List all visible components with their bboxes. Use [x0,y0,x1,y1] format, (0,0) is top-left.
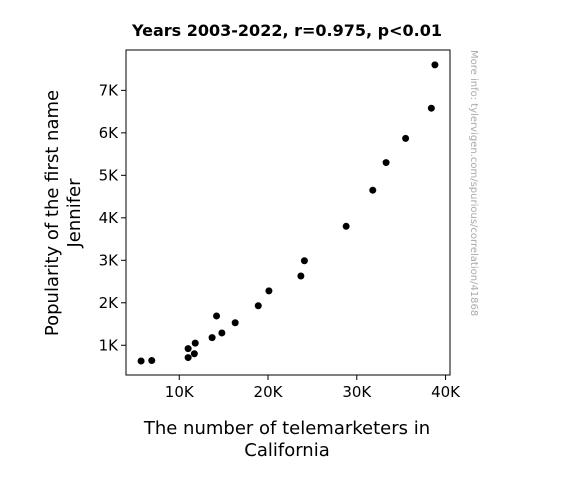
data-point [231,319,239,327]
x-axis-label-line-2: California [244,440,329,461]
data-point [382,159,390,167]
data-point [191,339,199,347]
data-point [208,334,216,342]
x-tick-label: 20K [254,383,284,401]
data-point [402,134,410,142]
x-tick-label: 30K [342,383,372,401]
y-tick-label: 3K [99,251,120,269]
y-tick-label: 5K [99,166,120,184]
data-point [148,357,156,365]
y-axis-label: Popularity of the first name Jennifer [42,90,85,336]
data-point [184,345,192,353]
data-point [369,186,377,194]
y-axis-label-line-2: Jennifer [64,178,85,249]
y-tick-label: 7K [99,81,120,99]
y-tick-label: 4K [99,209,120,227]
y-axis-label-line-1: Popularity of the first name [42,90,63,336]
data-point [190,350,198,358]
source-note: More info: tylervigen.com/spurious/corre… [468,50,479,316]
data-point [184,354,192,362]
x-tick-label: 10K [165,383,195,401]
chart-title: Years 2003-2022, r=0.975, p<0.01 [131,21,442,40]
data-point [427,104,435,112]
x-axis-label-line-1: The number of telemarketers in [143,418,430,439]
y-tick-label: 2K [99,294,120,312]
data-point [218,329,226,337]
data-point [213,312,221,320]
x-tick-label: 40K [431,383,461,401]
data-point [265,287,273,295]
plot-area: 10K 20K 30K 40K 1K 2K 3K 4K 5K 6K 7K [99,49,461,401]
data-point [254,302,262,310]
y-tick-label: 1K [99,336,120,354]
data-point [137,357,145,365]
data-point [300,257,308,265]
data-point [297,272,305,280]
data-point [342,222,350,230]
plot-frame [125,49,451,376]
y-tick-label: 6K [99,124,120,142]
data-point [431,61,439,69]
